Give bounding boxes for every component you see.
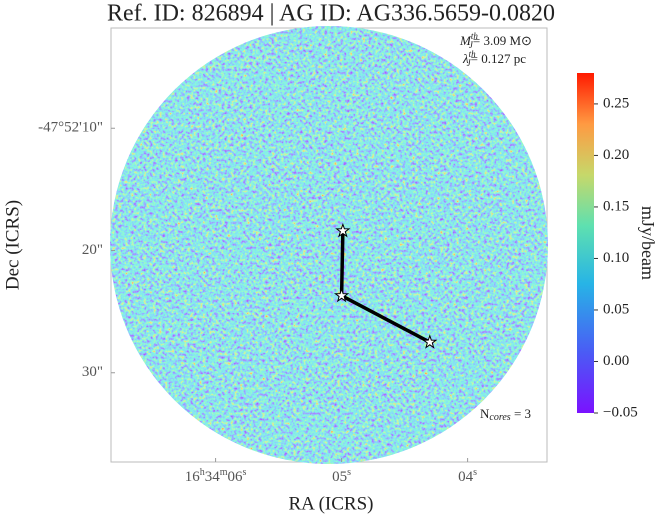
colorbar-tick-label: 0.25 [603, 95, 629, 111]
y-axis-label: Dec (ICRS) [2, 200, 23, 290]
annotation: Mth J= 3.09 M⊙ [459, 31, 532, 50]
colorbar-tick-label: 0.20 [603, 147, 629, 163]
x-axis-label: RA (ICRS) [289, 493, 374, 514]
annotation-symbol: N [480, 406, 490, 421]
y-tick-label: -47°52'10" [38, 120, 103, 136]
annotation-symbol: λ [462, 51, 469, 66]
annotation-text: = 0.127 pc [471, 51, 527, 66]
annotation-sup: th [469, 49, 477, 59]
colorbar-tick-label: 0.15 [603, 198, 629, 214]
annotation-sup: th [471, 31, 479, 41]
chart-title: Ref. ID: 826894 | AG ID: AG336.5659-0.08… [107, 1, 555, 27]
annotation: Ncores = 3 [480, 406, 531, 423]
annotation: λth J= 0.127 pc [462, 49, 526, 68]
colorbar-tick-label: 0.05 [603, 301, 629, 317]
y-tick-label: 30" [82, 364, 103, 380]
x-tick-label: 04s [458, 467, 477, 485]
image-disk [110, 26, 548, 464]
annotation-sub: cores [489, 412, 510, 423]
x-tick-label: 05s [332, 467, 351, 485]
annotation-text: = 3 [511, 406, 531, 421]
annotation-sub: J [467, 58, 472, 68]
annotation-text: = 3.09 M⊙ [473, 33, 532, 48]
colorbar [577, 73, 594, 413]
core-marker [335, 222, 351, 238]
annotation-symbol: M [459, 33, 472, 48]
core-marker [333, 287, 350, 303]
colorbar-tick-label: 0.00 [603, 353, 629, 369]
core-link [340, 294, 431, 344]
colorbar-tick-label: −0.05 [603, 404, 638, 420]
intensity-map [110, 26, 548, 464]
y-tick-label: 20" [82, 242, 103, 258]
core-marker [422, 334, 438, 349]
core-link [339, 230, 345, 296]
x-tick-label: 16h34m06s [185, 467, 247, 485]
colorbar-tick-label: 0.10 [603, 250, 629, 266]
annotation-sub: J [469, 40, 474, 50]
colorbar-label: mJy/beam [638, 206, 658, 280]
